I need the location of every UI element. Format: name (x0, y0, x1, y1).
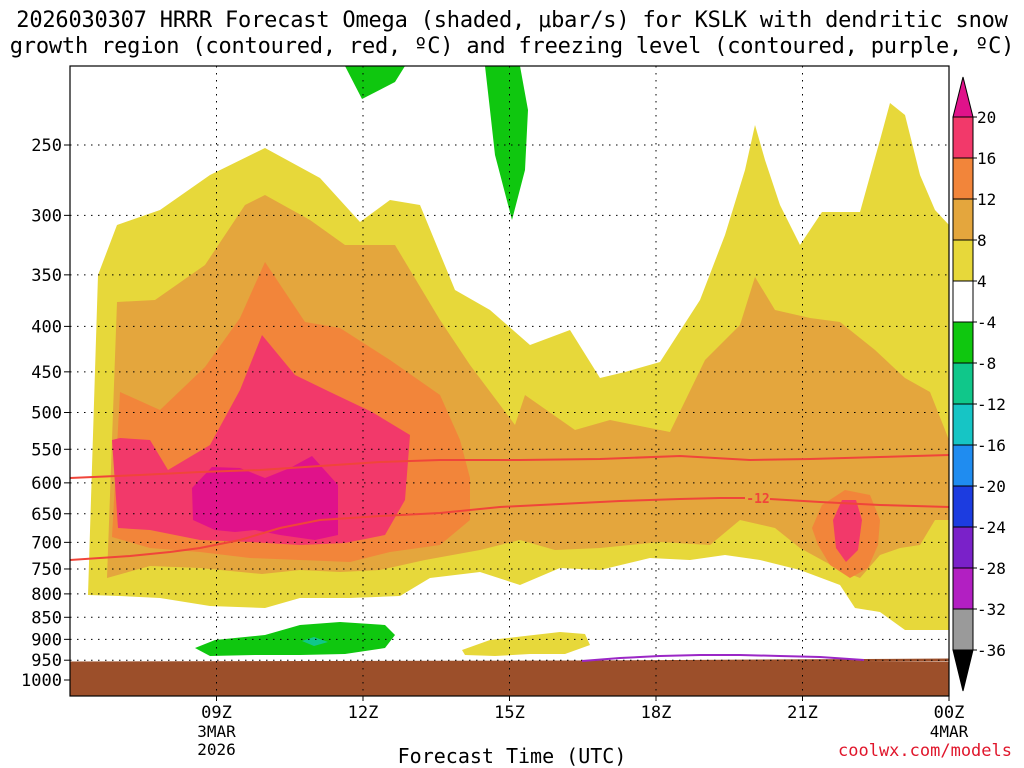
colorbar-swatch-0 (952, 116, 974, 159)
colorbar-label-12: -32 (977, 600, 1006, 619)
colorbar-swatch-4 (952, 280, 974, 323)
chart-title-line2: growth region (contoured, red, ºC) and f… (9, 34, 1015, 59)
chart-title-line1: 2026030307 HRRR Forecast Omega (shaded, … (16, 8, 1008, 33)
dendritic-contour-upper (70, 454, 949, 479)
x-tick-label-15Z: 15Z (494, 703, 525, 723)
x-tick-label-12Z: 12Z (348, 703, 379, 723)
colorbar-swatch-7 (952, 403, 974, 446)
colorbar-swatch-1 (952, 157, 974, 200)
y-tick-label-300: 300 (31, 206, 62, 226)
colorbar-swatch-6 (952, 362, 974, 405)
y-tick-label-550: 550 (31, 440, 62, 460)
y-axis: 2503003504004505005506006507007508008509… (21, 136, 70, 691)
y-tick-label-650: 650 (31, 505, 62, 525)
colorbar-swatch-3 (952, 239, 974, 282)
colorbar-label-5: -4 (977, 313, 996, 332)
x-tick-year-09Z: 2026 (197, 740, 236, 759)
y-tick-label-250: 250 (31, 136, 62, 156)
colorbar-label-0: 20 (977, 108, 996, 127)
colorbar-label-6: -8 (977, 354, 996, 373)
dendritic-contour-label: -12 (746, 492, 769, 507)
x-tick-date-09Z: 3MAR (197, 722, 236, 741)
colorbar-label-2: 12 (977, 190, 996, 209)
colorbar-label-11: -28 (977, 559, 1006, 578)
x-axis-title: Forecast Time (UTC) (397, 744, 627, 768)
x-tick-label-00Z: 00Z (934, 703, 965, 723)
colorbar-label-7: -12 (977, 395, 1006, 414)
freezing-level-contour (581, 654, 865, 662)
y-tick-label-800: 800 (31, 585, 62, 605)
y-tick-label-400: 400 (31, 317, 62, 337)
terrain-below-ground (70, 662, 949, 696)
colorbar-label-9: -20 (977, 477, 1006, 496)
omega-band-16-20-east (833, 500, 862, 562)
colorbar-swatch-11 (952, 567, 974, 610)
dendritic-contour-lower (70, 497, 949, 561)
y-tick-label-700: 700 (31, 533, 62, 553)
y-tick-label-350: 350 (31, 266, 62, 286)
colorbar-swatch-2 (952, 198, 974, 241)
colorbar-bottom-arrow (952, 649, 974, 692)
colorbar-swatch-8 (952, 444, 974, 487)
x-tick-label-18Z: 18Z (641, 703, 672, 723)
omega-band-above-20 (192, 456, 338, 540)
omega-negative-top-left (345, 66, 405, 99)
colorbar-label-3: 8 (977, 231, 987, 250)
omega-negative-top-center (485, 66, 528, 220)
colorbar-label-10: -24 (977, 518, 1006, 537)
x-tick-date-00Z: 4MAR (930, 722, 969, 741)
y-tick-label-450: 450 (31, 363, 62, 383)
y-tick-label-850: 850 (31, 608, 62, 628)
colorbar-top-arrow (952, 76, 974, 118)
colorbar: 20 16 12 8 4 -4 -8 -12 -16 -20 -24 -28 -32 -36 (952, 76, 1006, 692)
colorbar-swatch-12 (952, 608, 974, 651)
y-tick-label-500: 500 (31, 404, 62, 424)
y-tick-label-900: 900 (31, 630, 62, 650)
colorbar-swatch-9 (952, 485, 974, 528)
omega-band-low-positive (462, 632, 590, 656)
colorbar-label-1: 16 (977, 149, 996, 168)
colorbar-label-13: -36 (977, 641, 1006, 660)
x-tick-label-21Z: 21Z (787, 703, 818, 723)
colorbar-label-8: -16 (977, 436, 1006, 455)
colorbar-label-4: 4 (977, 272, 987, 291)
y-tick-label-950: 950 (31, 651, 62, 671)
y-tick-label-750: 750 (31, 560, 62, 580)
y-tick-label-1000: 1000 (21, 671, 62, 691)
y-tick-label-600: 600 (31, 474, 62, 494)
x-tick-label-09Z: 09Z (201, 703, 232, 723)
site-credit: coolwx.com/models (838, 741, 1012, 761)
colorbar-swatch-5 (952, 321, 974, 364)
colorbar-swatch-10 (952, 526, 974, 569)
